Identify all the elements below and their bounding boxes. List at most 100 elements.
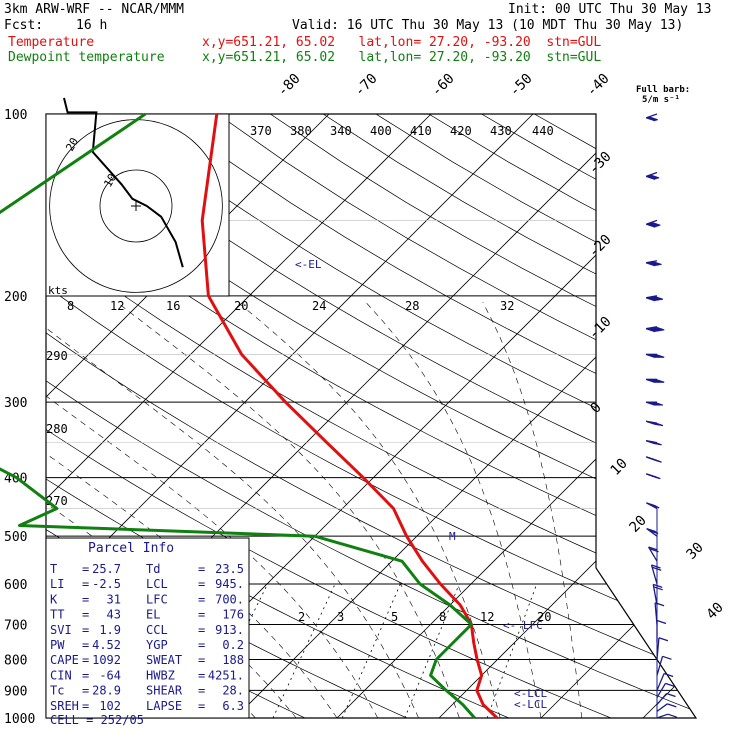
- wind-barb-feather: [645, 223, 656, 228]
- wind-barb: [656, 703, 668, 712]
- parcel-cell: 945.: [215, 577, 244, 591]
- parcel-cell: PW: [50, 638, 65, 652]
- theta-side-label: 290: [46, 349, 68, 363]
- wind-barb-feather: [647, 175, 657, 180]
- parcel-cell: SVI: [50, 623, 72, 637]
- mixing-ratio-label-low: 5: [391, 610, 398, 624]
- hodograph-ring-10: [99, 169, 173, 243]
- mixing-ratio-label-top: 12: [110, 299, 124, 313]
- dry-adiabat: [164, 114, 696, 718]
- wind-barb: [656, 683, 666, 698]
- parcel-cell: =: [198, 653, 205, 667]
- mixing-ratio-label-low: 8: [439, 610, 446, 624]
- isotherm-line: [540, 114, 696, 718]
- wind-barb: [656, 673, 665, 691]
- wind-barb-feather: [648, 529, 659, 535]
- parcel-cell: LFC: [146, 592, 168, 606]
- wind-barb-feather: [656, 619, 667, 625]
- wind-barb-feather: [654, 602, 665, 607]
- parcel-cell: 913.: [215, 623, 244, 637]
- parcel-cell: CAPE: [50, 653, 79, 667]
- moist-adiabat: [482, 302, 583, 718]
- temp-axis-label: -10: [586, 314, 615, 343]
- parcel-cell: =: [198, 684, 205, 698]
- pressure-label-1000: 1000: [4, 712, 35, 727]
- parcel-cell: K: [50, 592, 58, 606]
- mixing-ratio-label-top: 32: [500, 299, 514, 313]
- parcel-cell: CCL: [146, 623, 168, 637]
- wind-barb-feather: [647, 116, 657, 121]
- pressure-label-600: 600: [4, 578, 27, 593]
- parcel-cell: =: [82, 608, 89, 622]
- model-title: 3km ARW-WRF -- NCAR/MMM: [4, 2, 185, 17]
- wind-barb-feather: [647, 223, 657, 228]
- wind-barb-feather: [648, 116, 658, 121]
- parcel-cell: -2.5: [92, 577, 121, 591]
- isotherm-line: [46, 114, 534, 718]
- annotation-label: M: [449, 530, 456, 543]
- temp-axis-label: 30: [684, 540, 707, 563]
- parcel-cell: YGP: [146, 638, 168, 652]
- temp-axis-label: -20: [586, 232, 615, 261]
- wind-barb: [656, 713, 669, 719]
- wind-barb-feather: [665, 682, 675, 688]
- parcel-cell: =: [82, 638, 89, 652]
- isotherm-line: [438, 114, 696, 718]
- parcel-cell: 25.7: [92, 562, 121, 576]
- wind-barb-feather: [648, 546, 658, 551]
- parcel-cell: =: [198, 623, 205, 637]
- wind-barb-feather: [667, 703, 677, 708]
- parcel-cell: =: [82, 699, 89, 713]
- wind-barb-feather: [652, 458, 662, 463]
- wind-barb-feather: [645, 175, 656, 180]
- hodograph-axis-label: kts: [48, 284, 68, 297]
- theta-label: 370: [250, 124, 272, 138]
- parcel-cell: Td: [146, 562, 160, 576]
- wind-barb-feather: [652, 260, 662, 266]
- hodograph-ring-label: 20: [63, 136, 81, 154]
- wind-barb-feather: [651, 221, 661, 226]
- temp-axis-label: -70: [352, 71, 381, 100]
- mixing-ratio-label-top: 28: [405, 299, 419, 313]
- wind-barb-feather: [655, 353, 665, 358]
- wind-barb-feather: [658, 637, 669, 642]
- dewpoint-location: x,y=651.21, 65.02 lat,lon= 27.20, -93.20…: [202, 50, 602, 65]
- parcel-cell: SREH: [50, 699, 79, 713]
- wind-barb: [652, 584, 658, 606]
- dry-adiabat: [534, 114, 696, 718]
- parcel-cell: SWEAT: [146, 653, 182, 667]
- temp-axis-label: -30: [586, 149, 615, 178]
- parcel-cell: 188: [222, 653, 244, 667]
- dry-adiabat: [46, 114, 696, 718]
- wind-barb-feather: [667, 713, 678, 718]
- pressure-label-300: 300: [4, 396, 27, 411]
- valid-time: Valid: 16 UTC Thu 30 May 13 (10 MDT Thu …: [292, 18, 684, 33]
- mixing-ratio-label-top: 24: [312, 299, 326, 313]
- mixing-ratio-label-low: 3: [337, 610, 344, 624]
- mixing-ratio-label-low: 20: [537, 610, 551, 624]
- parcel-cell: T: [50, 562, 57, 576]
- wind-barb-feather: [653, 586, 663, 591]
- parcel-cell: LI: [50, 577, 64, 591]
- pressure-label-100: 100: [4, 108, 27, 123]
- isotherm-line: [234, 114, 696, 718]
- parcel-cell-label: CELL = 252/05: [50, 713, 144, 727]
- parcel-cell: 1.9: [99, 623, 121, 637]
- wind-barb-feather: [649, 548, 659, 553]
- parcel-cell: 31: [107, 592, 121, 606]
- parcel-cell: =: [82, 562, 89, 576]
- wind-barb-feather: [648, 222, 658, 227]
- wind-barb: [656, 693, 668, 705]
- parcel-cell: SHEAR: [146, 684, 183, 698]
- wind-barb: [656, 656, 664, 676]
- theta-label: 430: [490, 124, 512, 138]
- temperature-location: x,y=651.21, 65.02 lat,lon= 27.20, -93.20…: [202, 35, 602, 50]
- parcel-info-box: [45, 537, 250, 719]
- wind-barb-feather: [655, 326, 665, 331]
- parcel-cell: 700.: [215, 592, 244, 606]
- parcel-cell: =: [198, 699, 205, 713]
- pressure-label-700: 700: [4, 618, 27, 633]
- parcel-cell: CIN: [50, 668, 72, 682]
- theta-side-label: 280: [46, 422, 68, 436]
- wind-barb-feather: [652, 441, 662, 446]
